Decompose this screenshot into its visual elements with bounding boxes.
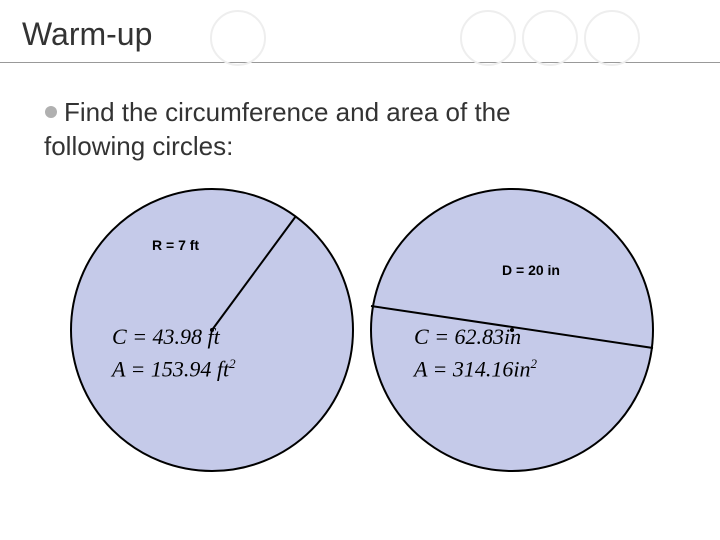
formula-a-right: A = 314.16in2: [414, 356, 537, 382]
diameter-label: D = 20 in: [502, 262, 560, 278]
formula-c-right: C = 62.83in: [414, 324, 521, 350]
diameter-line: [0, 0, 720, 540]
